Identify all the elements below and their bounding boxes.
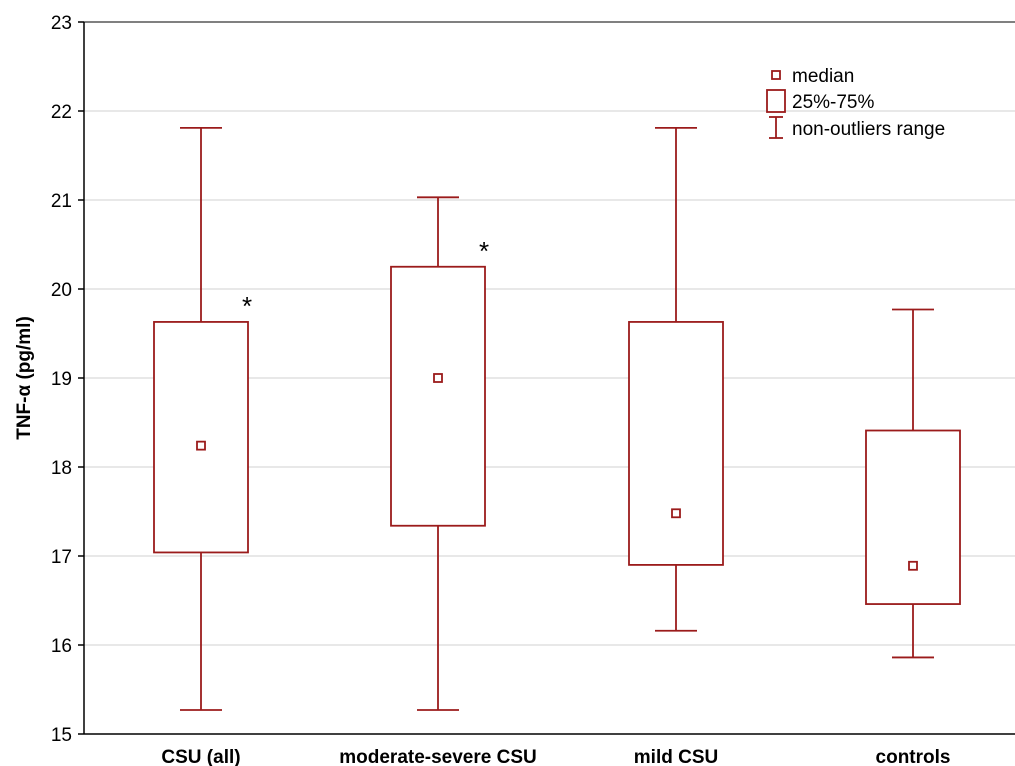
significance-marker: * [479, 236, 489, 266]
legend-label: non-outliers range [792, 119, 945, 140]
legend-label: median [792, 66, 854, 87]
iqr-box [390, 265, 486, 527]
box-group [865, 308, 961, 659]
legend-label: 25%-75% [792, 92, 874, 113]
median-marker [196, 440, 206, 451]
iqr-box [628, 321, 724, 566]
y-tick-label: 22 [51, 102, 72, 123]
category-label: CSU (all) [161, 747, 240, 766]
box-group [390, 196, 486, 711]
labels: 15 16 17 18 19 20 21 22 23 TNF-α (pg/ml) CSU (all)… [14, 13, 950, 766]
y-tick-label: 15 [51, 725, 72, 746]
y-tick-label: 18 [51, 458, 72, 479]
y-axis-title: TNF-α (pg/ml) [14, 316, 35, 440]
iqr-box [153, 321, 249, 554]
y-tick-label: 17 [51, 547, 72, 568]
legend-median-symbol [771, 70, 781, 80]
median-marker [908, 560, 918, 571]
y-tick-label: 23 [51, 13, 72, 34]
box-group [153, 127, 249, 711]
category-label: moderate-severe CSU [339, 747, 536, 766]
y-tick-label: 20 [51, 280, 72, 301]
y-tick-label: 21 [51, 191, 72, 212]
y-tick-label: 19 [51, 369, 72, 390]
y-tick-label: 16 [51, 636, 72, 657]
iqr-box [865, 429, 961, 605]
legend-box-symbol [766, 89, 786, 113]
median-marker [433, 373, 443, 383]
category-label: mild CSU [634, 747, 718, 766]
axes [78, 21, 1015, 735]
boxes [153, 127, 961, 711]
legend: median 25%-75% non-outliers range [766, 66, 945, 140]
box-group [628, 127, 724, 632]
significance-marker: * [242, 291, 252, 321]
median-marker [671, 508, 681, 519]
category-label: controls [876, 747, 951, 766]
